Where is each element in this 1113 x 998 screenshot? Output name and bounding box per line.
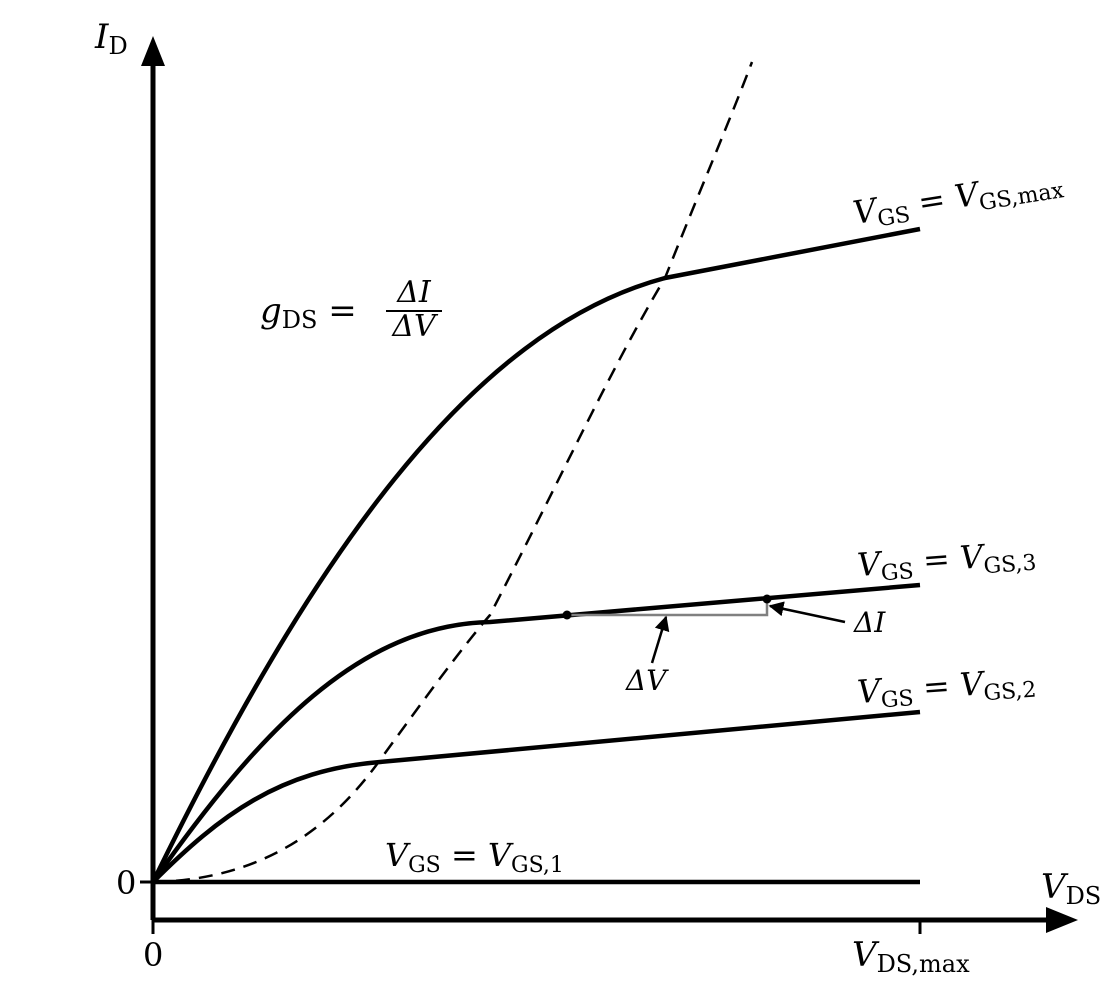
slope-point-start: [562, 610, 572, 620]
x-axis: [151, 907, 1078, 934]
formula-lhs: gDS =: [260, 291, 357, 334]
formula-denominator: ΔV: [391, 309, 439, 344]
delta-v-label: ΔV: [625, 664, 669, 697]
curve-vgs-max: [150, 226, 921, 883]
y-axis: [140, 36, 165, 920]
label-vgs-max: VGS = VGS,max: [850, 161, 1066, 236]
x-max-label: VDS,max: [852, 935, 970, 978]
saturation-boundary-curve: [152, 61, 754, 884]
delta-i-label: ΔI: [853, 606, 886, 639]
y-axis-arrowhead: [141, 36, 165, 66]
slope-marker: [562, 594, 846, 664]
formula-numerator: ΔI: [396, 275, 432, 310]
x-origin-label: 0: [143, 936, 163, 974]
label-vgs-2: VGS = VGS,2: [856, 661, 1037, 715]
x-axis-label: VDS: [1041, 867, 1101, 910]
gds-formula: gDS = ΔI ΔV: [260, 275, 442, 344]
curve-vgs-2: [151, 709, 921, 884]
curve-vgs-3: [151, 582, 921, 884]
y-axis-label: ID: [94, 17, 128, 60]
label-vgs-3: VGS = VGS,3: [856, 534, 1037, 588]
delta-v-pointer: [650, 615, 670, 664]
delta-i-pointer: [768, 601, 846, 624]
label-vgs-1: VGS = VGS,1: [385, 836, 564, 878]
x-axis-arrowhead: [1046, 907, 1078, 933]
slope-point-end: [762, 594, 772, 604]
y-origin-label: 0: [116, 864, 136, 902]
